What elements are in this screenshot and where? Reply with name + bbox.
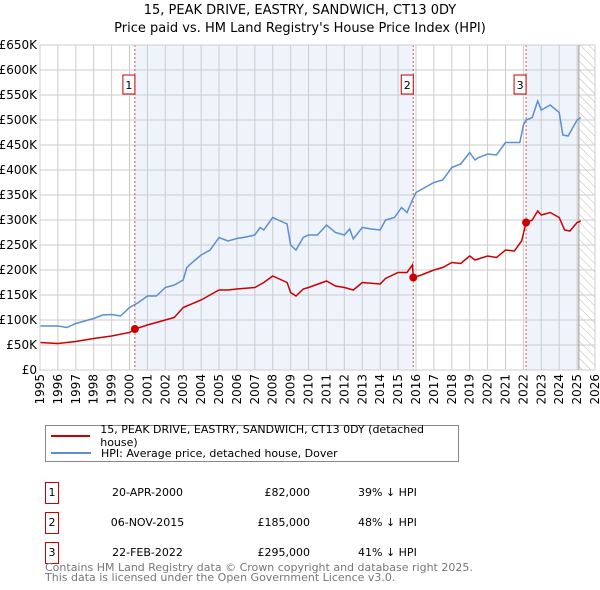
x-tick-label: 2016 bbox=[409, 374, 423, 405]
y-tick-label: £250K bbox=[0, 238, 38, 252]
transaction-row: 3 22-FEB-2022 £295,000 41% ↓ HPI bbox=[45, 542, 465, 564]
sale-point bbox=[522, 218, 531, 227]
x-tick-label: 1999 bbox=[105, 374, 119, 405]
transaction-hpi-diff: 41% ↓ HPI bbox=[358, 546, 417, 559]
y-tick-label: £50K bbox=[6, 338, 38, 352]
y-tick-label: £400K bbox=[0, 163, 38, 177]
sale-marker-label: 2 bbox=[404, 79, 411, 92]
sale-marker-label: 1 bbox=[125, 79, 132, 92]
x-tick-label: 2010 bbox=[302, 374, 316, 405]
shaded-period-3 bbox=[526, 45, 579, 370]
transaction-row: 2 06-NOV-2015 £185,000 48% ↓ HPI bbox=[45, 512, 465, 534]
y-tick-label: £150K bbox=[0, 288, 38, 302]
x-tick-label: 2025 bbox=[570, 374, 584, 405]
x-tick-label: 2021 bbox=[498, 374, 512, 405]
transaction-price: £185,000 bbox=[257, 516, 311, 529]
x-tick-label: 2020 bbox=[481, 374, 495, 405]
transaction-date: 20-APR-2000 bbox=[111, 486, 184, 499]
legend-item-property: 15, PEAK DRIVE, EASTRY, SANDWICH, CT13 0… bbox=[46, 423, 458, 449]
sale-point bbox=[130, 325, 139, 333]
y-tick-label: £200K bbox=[0, 263, 38, 277]
transaction-hpi-diff: 39% ↓ HPI bbox=[358, 486, 417, 499]
chart-subtitle: Price paid vs. HM Land Registry's House … bbox=[114, 21, 486, 36]
x-tick-label: 2024 bbox=[552, 374, 566, 405]
x-tick-label: 2007 bbox=[248, 374, 262, 405]
x-tick-label: 2009 bbox=[284, 374, 298, 405]
hpi-line bbox=[40, 98, 582, 329]
legend-item-hpi: HPI: Average price, detached house, Dove… bbox=[46, 445, 338, 461]
x-tick-label: 1996 bbox=[51, 374, 65, 405]
x-tick-label: 2017 bbox=[427, 374, 441, 405]
footer-line-2: This data is licensed under the Open Gov… bbox=[45, 571, 396, 584]
x-tick-label: 2026 bbox=[588, 374, 600, 405]
shaded-period-1 bbox=[134, 45, 414, 370]
sale-marker-box bbox=[400, 74, 414, 95]
transaction-number-badge: 2 bbox=[45, 512, 59, 534]
transaction-date: 06-NOV-2015 bbox=[110, 516, 185, 529]
x-tick-label: 2022 bbox=[516, 374, 530, 405]
y-tick-label: £550K bbox=[0, 88, 38, 102]
y-tick-label: £650K bbox=[0, 38, 38, 52]
y-tick-label: £100K bbox=[0, 313, 38, 327]
x-tick-label: 2000 bbox=[123, 374, 137, 405]
price-chart: £0 £50K £100K £150K £200K £250K £300K £350K £400… bbox=[0, 38, 600, 405]
x-tick-label: 2014 bbox=[373, 374, 387, 405]
x-tick-label: 2001 bbox=[140, 374, 154, 405]
transaction-price: £82,000 bbox=[264, 486, 311, 499]
sale-point bbox=[409, 273, 418, 282]
legend-label: HPI: Average price, detached house, Dove… bbox=[101, 446, 338, 460]
x-tick-label: 2011 bbox=[319, 374, 333, 405]
x-tick-label: 2013 bbox=[355, 374, 369, 405]
x-tick-label: 2012 bbox=[337, 374, 351, 405]
sale-marker-box bbox=[122, 74, 136, 95]
x-tick-label: 2002 bbox=[158, 374, 172, 405]
x-tick-label: 2015 bbox=[391, 374, 405, 405]
x-tick-label: 2018 bbox=[445, 374, 459, 405]
plot-border bbox=[39, 44, 596, 371]
x-tick-label: 2023 bbox=[534, 374, 548, 405]
y-tick-label: £500K bbox=[0, 113, 38, 127]
footer-line-1: Contains HM Land Registry data © Crown c… bbox=[45, 561, 473, 574]
y-tick-label: £600K bbox=[0, 63, 38, 77]
sale-marker-box bbox=[513, 74, 527, 95]
legend-label: 15, PEAK DRIVE, EASTRY, SANDWICH, CT13 0… bbox=[100, 423, 425, 449]
y-tick-label: £350K bbox=[0, 188, 38, 202]
chart-title: 15, PEAK DRIVE, EASTRY, SANDWICH, CT13 0… bbox=[143, 3, 457, 18]
y-tick-label: £0 bbox=[22, 363, 37, 377]
x-tick-label: 2019 bbox=[463, 374, 477, 405]
x-tick-label: 1998 bbox=[87, 374, 101, 405]
x-tick-label: 2003 bbox=[176, 374, 190, 405]
x-tick-label: 1995 bbox=[33, 374, 47, 405]
x-tick-label: 2006 bbox=[230, 374, 244, 405]
sale-marker-label: 3 bbox=[517, 79, 524, 92]
transaction-hpi-diff: 48% ↓ HPI bbox=[358, 516, 417, 529]
forecast-hatch bbox=[578, 45, 595, 370]
x-tick-label: 2005 bbox=[212, 374, 226, 405]
y-tick-label: £450K bbox=[0, 138, 38, 152]
transaction-price: £295,000 bbox=[257, 546, 311, 559]
x-tick-label: 2008 bbox=[266, 374, 280, 405]
transaction-row: 1 20-APR-2000 £82,000 39% ↓ HPI bbox=[45, 482, 465, 504]
legend-swatch-red bbox=[51, 435, 91, 437]
legend: 15, PEAK DRIVE, EASTRY, SANDWICH, CT13 0… bbox=[45, 423, 459, 462]
transaction-date: 22-FEB-2022 bbox=[112, 546, 183, 559]
transaction-number-badge: 3 bbox=[45, 542, 59, 564]
x-tick-label: 2004 bbox=[194, 374, 208, 405]
y-tick-label: £300K bbox=[0, 213, 38, 227]
x-tick-label: 1997 bbox=[69, 374, 83, 405]
legend-swatch-blue bbox=[51, 452, 91, 454]
transaction-number-badge: 1 bbox=[45, 482, 59, 504]
